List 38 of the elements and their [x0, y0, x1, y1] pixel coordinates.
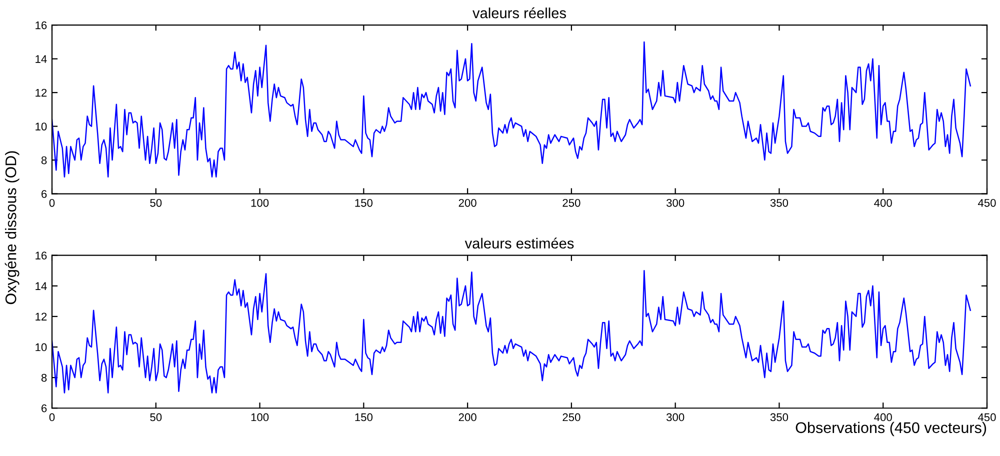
x-tick-label: 50 [150, 198, 162, 207]
x-tick-label: 100 [251, 198, 269, 207]
y-tick-label: 6 [42, 190, 47, 198]
x-tick-label: 450 [978, 413, 996, 422]
x-tick-label: 100 [251, 413, 269, 422]
y-tick-label: 8 [41, 156, 47, 164]
x-tick-label: 450 [978, 198, 996, 207]
x-tick-label: 400 [874, 198, 892, 207]
x-tick-label: 350 [770, 198, 788, 207]
x-tick-label: 150 [355, 413, 372, 422]
y-tick-label: 14 [36, 282, 47, 290]
x-tick-label: 300 [666, 413, 684, 422]
line-series [52, 270, 972, 394]
y-tick-label: 10 [36, 343, 47, 352]
y-tick-label: 14 [36, 55, 47, 63]
x-tick-label: 0 [49, 198, 55, 207]
x-tick-label: 250 [562, 413, 580, 422]
y-tick-label: 12 [36, 88, 47, 97]
y-axis-title: Oxygéne dissous (OD) [4, 151, 20, 304]
x-tick-label: 350 [770, 413, 788, 422]
y-tick-label: 16 [36, 252, 47, 260]
y-tick-label: 10 [36, 122, 47, 130]
y-tick-label: 16 [36, 21, 47, 30]
chart-title: valeurs réelles [472, 7, 566, 18]
x-tick-label: 250 [562, 198, 580, 207]
y-tick-label: 8 [41, 374, 47, 382]
x-tick-label: 150 [355, 198, 372, 207]
x-tick-label: 300 [666, 198, 684, 207]
y-tick-label: 6 [42, 404, 47, 412]
y-tick-label: 12 [36, 312, 47, 320]
line-series [52, 41, 972, 178]
x-tick-label: 200 [458, 413, 476, 422]
x-tick-label: 200 [458, 198, 476, 207]
x-tick-label: 50 [150, 413, 162, 422]
x-tick-label: 400 [874, 413, 892, 422]
x-tick-label: 0 [49, 413, 55, 422]
chart-title: valeurs estimées [464, 238, 574, 249]
x-axis-title: Observations (450 vecteurs) [796, 422, 986, 436]
